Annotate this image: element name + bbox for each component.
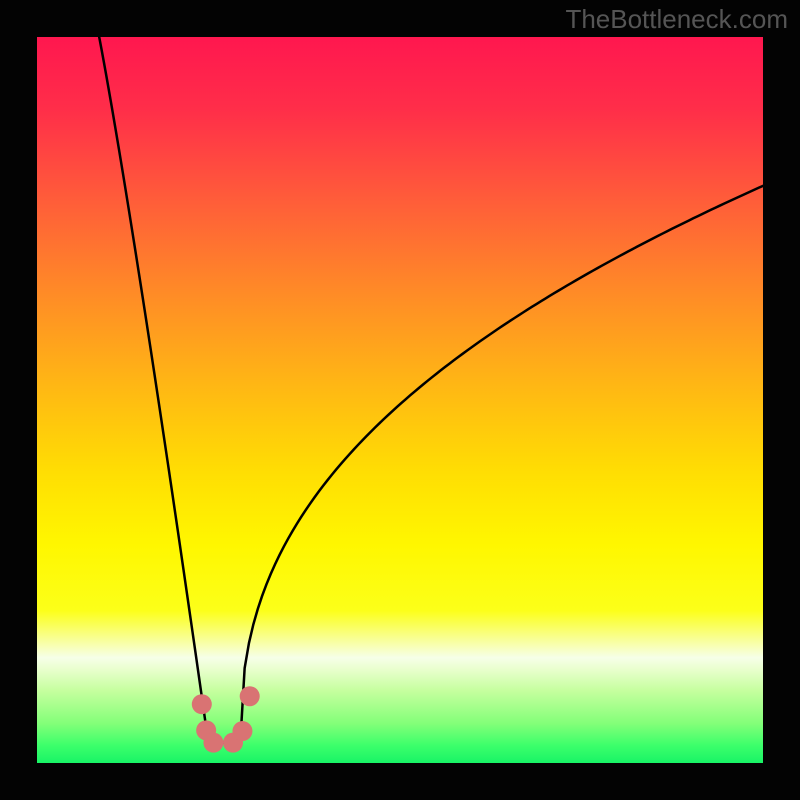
highlight-dot (203, 733, 223, 753)
highlight-dot (192, 694, 212, 714)
chart-plot-area (37, 37, 763, 763)
watermark-text: TheBottleneck.com (565, 4, 788, 35)
highlight-dot (232, 721, 252, 741)
chart-container: TheBottleneck.com (0, 0, 800, 800)
bottleneck-curve-chart (0, 0, 800, 800)
highlight-dot (240, 686, 260, 706)
